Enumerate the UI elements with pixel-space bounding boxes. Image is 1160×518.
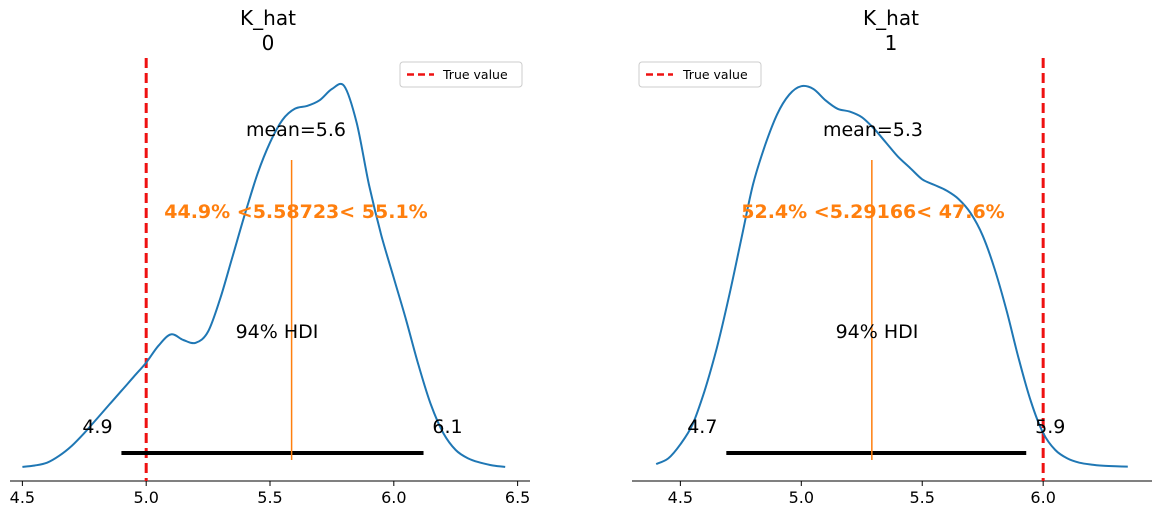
x-tick-label: 6.0 bbox=[1030, 488, 1055, 507]
panel-subtitle: 0 bbox=[262, 31, 275, 55]
x-tick-label: 5.5 bbox=[257, 488, 282, 507]
x-ticks: 4.5 5.0 5.5 6.0 bbox=[668, 481, 1056, 507]
x-tick-label: 5.0 bbox=[133, 488, 158, 507]
reference-label: 44.9% <5.58723< 55.1% bbox=[164, 201, 427, 223]
x-tick-label: 4.5 bbox=[10, 488, 35, 507]
panel-subtitle: 1 bbox=[885, 31, 898, 55]
legend-box bbox=[399, 61, 523, 88]
panel-title: K_hat bbox=[863, 6, 919, 30]
x-tick-label: 6.0 bbox=[381, 488, 406, 507]
mean-label: mean=5.3 bbox=[823, 119, 923, 141]
x-tick-label: 5.5 bbox=[910, 488, 935, 507]
panel-title: K_hat bbox=[240, 6, 296, 30]
x-ticks: 4.5 5.0 5.5 6.0 6.5 bbox=[10, 481, 530, 507]
legend-box bbox=[638, 61, 762, 88]
reference-label: 52.4% <5.29166< 47.6% bbox=[741, 201, 1004, 223]
hdi-high-label: 5.9 bbox=[1035, 416, 1065, 438]
hdi-low-label: 4.7 bbox=[687, 416, 717, 438]
x-tick-label: 6.5 bbox=[505, 488, 530, 507]
legend-true-value-label: True value bbox=[682, 67, 748, 82]
legend: True value bbox=[638, 61, 762, 88]
hdi-high-label: 6.1 bbox=[432, 416, 462, 438]
x-tick-label: 5.0 bbox=[789, 488, 814, 507]
panel-k-hat-1: K_hat 1 4.5 5.0 5.5 6.0 4.7 5.9 mean=5.3 52… bbox=[632, 6, 1152, 507]
legend: True value bbox=[399, 61, 523, 88]
panel-k-hat-0: K_hat 0 4.5 5.0 5.5 6.0 6.5 4.9 6.1 mean=5.6… bbox=[10, 6, 531, 507]
density-curve bbox=[655, 84, 1128, 468]
hdi-label: 94% HDI bbox=[836, 321, 919, 343]
hdi-label: 94% HDI bbox=[236, 321, 319, 343]
x-tick-label: 4.5 bbox=[668, 488, 693, 507]
legend-true-value-label: True value bbox=[442, 67, 508, 82]
hdi-low-label: 4.9 bbox=[82, 416, 112, 438]
density-curve bbox=[22, 82, 506, 468]
mean-label: mean=5.6 bbox=[246, 119, 346, 141]
